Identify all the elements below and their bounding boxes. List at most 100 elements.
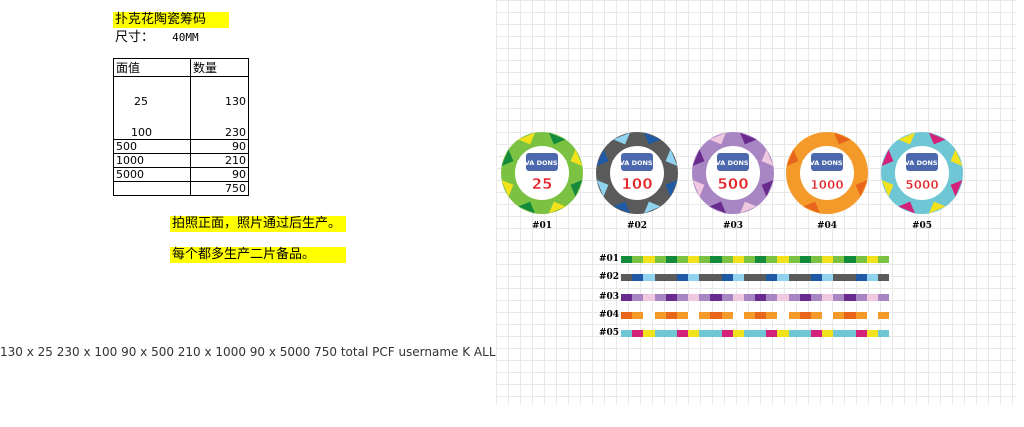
- stripe-segment: [721, 274, 733, 281]
- size-row: 尺寸： 40MM: [115, 30, 199, 46]
- note-spare-pieces: 每个都多生产二片备品。: [170, 247, 346, 263]
- chip-design-panel: VIVA DONSEY 25 #01 VIVA DONSEY 100 #02 VIVA DO…: [496, 0, 1016, 405]
- table-cell-qty: 230: [190, 108, 249, 140]
- chip-edge-insert: [881, 149, 894, 166]
- stripe-segment: [866, 256, 878, 263]
- stripe-segment: [788, 256, 800, 263]
- table-header-row: 面值 数量: [113, 58, 249, 77]
- stripe-segment: [743, 330, 756, 337]
- chip-edge-insert: [613, 201, 630, 214]
- chip-edge-insert: [761, 149, 774, 166]
- chip-edge-insert: [786, 180, 799, 197]
- stripe-segment: [621, 330, 633, 337]
- edge-stripe-pattern: [621, 274, 890, 281]
- stripe-id-label: #03: [599, 292, 620, 302]
- chip-edge-insert: [834, 201, 851, 214]
- chip-id-label: #05: [911, 221, 933, 231]
- stripe-id-label: #02: [599, 272, 620, 282]
- stripe-segment: [855, 294, 867, 301]
- chip-edge-insert: [570, 180, 583, 197]
- stripe-segment: [755, 274, 767, 281]
- table-cell-qty: 210: [190, 153, 249, 168]
- stripe-segment: [799, 330, 811, 337]
- stripe-segment: [822, 294, 834, 301]
- stripe-id-label: #01: [599, 254, 620, 264]
- stripe-segment: [710, 256, 722, 263]
- stripe-segment: [643, 294, 655, 301]
- chip-edge-insert: [786, 149, 799, 166]
- edge-stripe-pattern: [621, 256, 890, 263]
- stripe-segment: [654, 330, 666, 337]
- stripe-segment: [732, 330, 744, 337]
- chip-edge-insert: [929, 132, 946, 145]
- stripe-segment: [743, 312, 756, 319]
- stripe-segment: [799, 274, 811, 281]
- stripe-id-label: #04: [599, 310, 620, 320]
- stripe-segment: [833, 274, 845, 281]
- chip-id-label: #03: [722, 221, 744, 231]
- stripe-segment: [688, 256, 700, 263]
- table-row: 100 230: [113, 108, 249, 140]
- table-cell-value: 5000: [113, 167, 191, 182]
- stripe-segment: [755, 256, 767, 263]
- table-cell-qty: 90: [190, 167, 249, 182]
- stripe-segment: [743, 294, 756, 301]
- stripe-segment: [755, 312, 767, 319]
- stripe-segment: [732, 294, 744, 301]
- chip-edge-insert: [501, 149, 514, 166]
- stripe-segment: [665, 256, 677, 263]
- edge-stripe-pattern: [621, 330, 890, 337]
- chip-edge-insert: [518, 132, 535, 145]
- stripe-segment: [665, 330, 677, 337]
- doc-title: 扑克花陶瓷筹码: [113, 12, 229, 28]
- table-cell-qty: 90: [190, 139, 249, 154]
- stripe-segment: [732, 274, 744, 281]
- stripe-segment: [755, 294, 767, 301]
- stripe-segment: [788, 294, 800, 301]
- chip-edge-insert: [740, 201, 757, 214]
- stripe-segment: [699, 330, 711, 337]
- stripe-segment: [699, 312, 711, 319]
- note-photo-approval: 拍照正面，照片通过后生产。: [170, 216, 346, 232]
- stripe-segment: [799, 256, 811, 263]
- stripe-segment: [699, 256, 711, 263]
- stripe-segment: [699, 274, 711, 281]
- stripe-segment: [632, 312, 644, 319]
- chip-logo-graphic: [811, 153, 843, 171]
- chip-edge-insert: [501, 180, 514, 197]
- stripe-segment: [688, 294, 700, 301]
- stripe-segment: [621, 274, 633, 281]
- stripe-segment: [710, 294, 722, 301]
- chip-logo-text: VIVA DONSEY: [802, 159, 852, 167]
- size-value: 40MM: [172, 31, 199, 44]
- stripe-segment: [665, 294, 677, 301]
- stripe-segment: [743, 256, 756, 263]
- stripe-segment: [688, 330, 700, 337]
- stripe-segment: [810, 312, 823, 319]
- stripe-segment: [877, 330, 890, 337]
- poker-chip-5: VIVA DONSEY 5000: [881, 132, 963, 214]
- stripe-segment: [866, 294, 878, 301]
- chip-logo-graphic: [906, 153, 938, 171]
- table-row: 5000 90: [113, 167, 249, 182]
- chip-edge-insert: [898, 201, 915, 214]
- table-row: 1000 210: [113, 153, 249, 168]
- stripe-segment: [822, 274, 834, 281]
- poker-chip-2: VIVA DONSEY 100: [596, 132, 678, 214]
- chip-edge-insert: [570, 149, 583, 166]
- stripe-segment: [676, 274, 689, 281]
- stripe-segment: [621, 256, 633, 263]
- chip-edge-insert: [596, 149, 609, 166]
- table-cell-qty: 130: [190, 76, 249, 108]
- table-row: 750: [113, 181, 249, 196]
- chip-logo-text: VIVA DONSEY: [517, 159, 567, 167]
- chip-edge-insert: [692, 149, 705, 166]
- stripe-segment: [732, 256, 744, 263]
- stripe-segment: [676, 312, 689, 319]
- chip-edge-insert: [596, 180, 609, 197]
- stripe-segment: [844, 256, 856, 263]
- chip-edge-insert: [549, 132, 566, 145]
- stripe-segment: [877, 294, 890, 301]
- chip-edge-insert: [692, 180, 705, 197]
- stripe-segment: [632, 274, 644, 281]
